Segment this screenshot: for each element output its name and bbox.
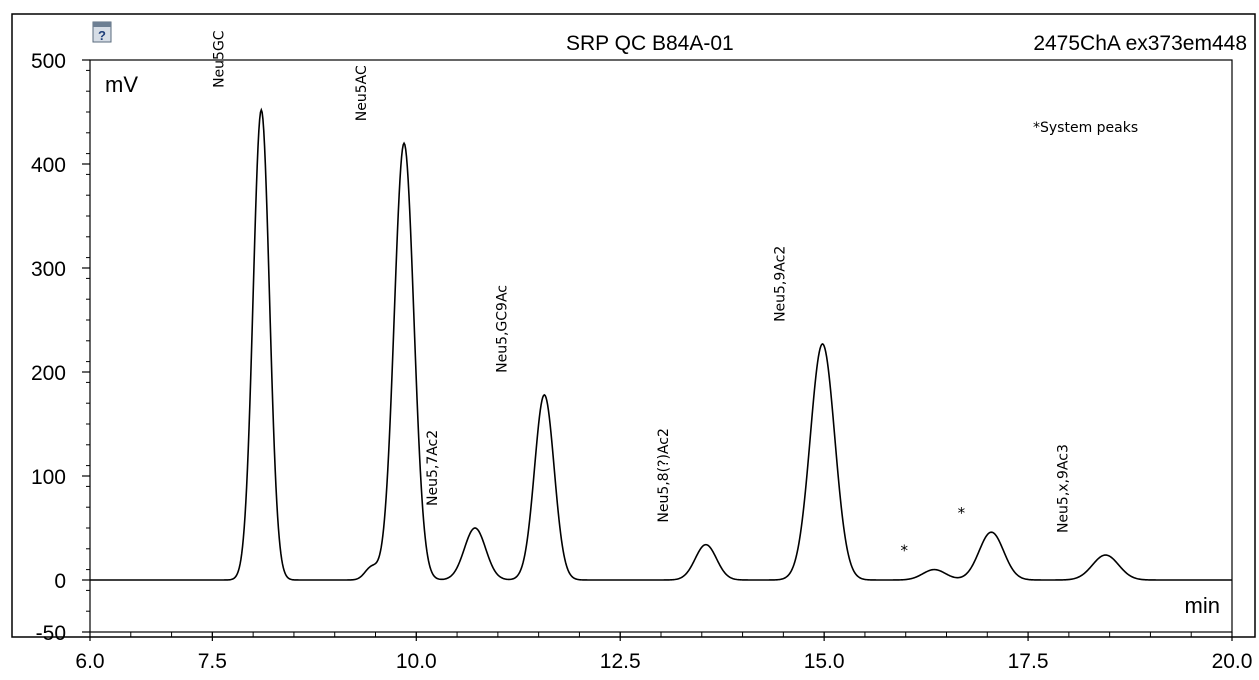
peak-labels: Neu5GC Neu5AC Neu5,7Ac2 Neu5,GC9Ac Neu5,8(?)… xyxy=(211,30,1071,559)
x-tick-label: 10.0 xyxy=(396,650,437,673)
chromatogram-trace xyxy=(90,107,1232,581)
system-peak-marker: * xyxy=(901,542,909,560)
system-peak-marker: * xyxy=(958,504,966,522)
y-axis-unit: mV xyxy=(105,72,138,97)
channel-label: 2475ChA ex373em448 xyxy=(1033,32,1247,55)
x-tick-label: 17.5 xyxy=(1008,650,1049,673)
x-tick-label: 7.5 xyxy=(198,650,227,673)
y-tick-label: 300 xyxy=(31,258,66,281)
peak-label: Neu5,x,9Ac3 xyxy=(1056,444,1072,533)
chart-frame xyxy=(11,13,1256,638)
y-tick-label: 200 xyxy=(31,362,66,385)
x-tick-label: 6.0 xyxy=(75,650,104,673)
peak-label: Neu5,GC9Ac xyxy=(494,285,510,373)
peak-label: Neu5,8(?)Ac2 xyxy=(656,428,672,523)
y-tick-label: -50 xyxy=(36,622,66,645)
plot-area xyxy=(89,59,1233,633)
peak-label: Neu5GC xyxy=(211,30,227,88)
x-tick-label: 20.0 xyxy=(1212,650,1253,673)
system-peaks-note: *System peaks xyxy=(1033,120,1138,136)
y-tick-label: 0 xyxy=(54,570,66,593)
x-tick-label: 12.5 xyxy=(600,650,641,673)
svg-text:?: ? xyxy=(98,28,106,43)
peak-label: Neu5,7Ac2 xyxy=(425,430,441,506)
peak-label: Neu5,9Ac2 xyxy=(773,246,789,322)
axes: 6.0 7.5 10.0 12.5 15.0 17.5 20.0 500 400 300 200 10… xyxy=(31,50,1252,673)
y-tick-label: 500 xyxy=(31,50,66,73)
x-axis-unit: min xyxy=(1185,593,1220,618)
y-tick-label: 400 xyxy=(31,154,66,177)
peak-label: Neu5AC xyxy=(354,65,370,121)
sample-name: SRP QC B84A-01 xyxy=(566,32,734,55)
y-tick-label: 100 xyxy=(31,466,66,489)
help-document-icon[interactable]: ? xyxy=(92,21,112,43)
x-tick-label: 15.0 xyxy=(804,650,845,673)
